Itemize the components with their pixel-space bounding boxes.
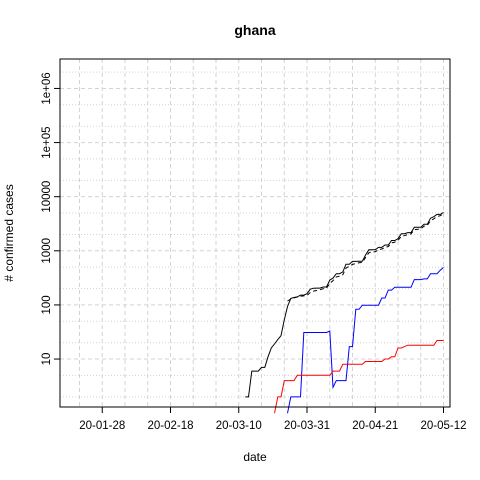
y-tick-label: 10	[41, 353, 53, 366]
y-tick-label: 1000	[41, 238, 53, 264]
series-layer	[245, 211, 444, 414]
y-tick-label: 1e+05	[41, 126, 53, 158]
grid	[60, 59, 450, 407]
x-tick-label: 20-05-12	[420, 420, 466, 432]
x-tick-label: 20-02-18	[147, 420, 193, 432]
series-line	[287, 213, 444, 302]
y-axis-label: # confirmed cases	[2, 184, 16, 281]
x-tick-label: 20-03-31	[284, 420, 330, 432]
y-tick-label: 100	[41, 295, 53, 314]
x-tick-label: 20-01-28	[79, 420, 125, 432]
series-line	[245, 211, 444, 398]
y-axis: 10 100 1000 10000 1e+05 1e+06	[41, 72, 60, 365]
x-axis-label: date	[243, 450, 267, 464]
x-tick-label: 20-03-10	[216, 420, 262, 432]
x-tick-label: 20-04-21	[352, 420, 398, 432]
y-tick-label: 1e+06	[41, 72, 53, 104]
plot-frame	[59, 58, 451, 408]
chart-title: ghana	[234, 22, 275, 38]
y-tick-label: 10000	[41, 181, 53, 213]
x-axis: 20-01-28 20-02-18 20-03-10 20-03-31 20-04-21…	[79, 407, 467, 432]
series-line	[274, 340, 444, 414]
series-line	[287, 267, 444, 414]
